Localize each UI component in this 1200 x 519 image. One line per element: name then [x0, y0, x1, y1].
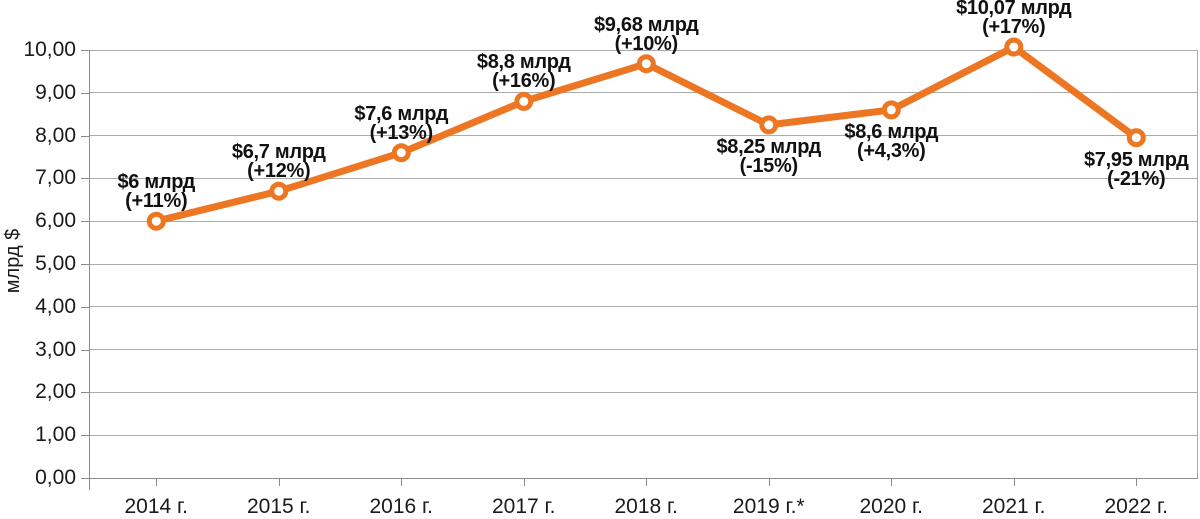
gridline	[89, 391, 1197, 393]
x-axis-tick	[523, 478, 525, 486]
gridline	[89, 306, 1197, 308]
data-point-marker-2016 г.	[391, 143, 411, 163]
point-label-line: (+12%)	[247, 160, 311, 183]
data-point-marker-2022 г.	[1126, 128, 1146, 148]
point-label-2015 г.: $6,7 млрд (+12%)	[169, 141, 389, 183]
x-axis-tick	[891, 478, 893, 486]
point-label-line: (+4,3%)	[857, 139, 926, 162]
x-axis-tick-label: 2022 г.	[1104, 495, 1168, 518]
y-axis-tick	[81, 135, 89, 137]
x-axis-tick-label: 2021 г.	[982, 495, 1046, 518]
y-axis-tick	[81, 392, 89, 394]
point-label-line: (-15%)	[739, 154, 799, 177]
y-axis-tick-label: 6,00	[35, 209, 76, 233]
y-axis-tick	[81, 349, 89, 351]
x-axis-tick-label: 2015 г.	[247, 495, 311, 518]
point-label-line: $7,95 млрд	[1083, 148, 1189, 171]
y-axis-tick-label: 8,00	[35, 123, 76, 147]
y-axis-tick	[81, 50, 89, 51]
x-axis-tick	[1136, 478, 1138, 486]
plot-right-border	[1197, 50, 1198, 478]
x-axis-tick-label: 2020 г.	[859, 495, 923, 518]
point-label-2014 г.: $6 млрд (+11%)	[46, 171, 266, 213]
x-axis-tick	[156, 478, 158, 486]
gridline	[89, 177, 1197, 179]
point-label-line: (+16%)	[492, 70, 556, 93]
y-axis-line	[89, 50, 90, 490]
x-axis-tick	[1013, 478, 1015, 486]
y-axis-tick-label: 7,00	[35, 166, 76, 190]
point-label-2017 г.: $8,8 млрд (+16%)	[414, 51, 634, 93]
y-axis-tick	[81, 178, 89, 180]
x-axis-tick	[768, 478, 770, 486]
point-label-line: (-21%)	[1107, 167, 1166, 190]
gridline	[89, 135, 1197, 137]
point-label-line: $6,7 млрд	[231, 141, 326, 164]
point-label-2019 г.*: $8,25 млрд (-15%)	[659, 135, 879, 177]
y-axis-tick	[81, 306, 89, 308]
x-axis-tick	[401, 478, 403, 486]
x-axis-tick	[646, 478, 648, 486]
y-axis-tick-label: 1,00	[35, 423, 76, 447]
point-label-2021 г.: $10,07 млрд (+17%)	[904, 0, 1124, 37]
data-point-marker-2018 г.	[636, 54, 656, 74]
y-axis-tick-label: 0,00	[35, 466, 76, 489]
y-axis-tick	[81, 221, 89, 223]
y-axis-tick-label: 4,00	[35, 294, 76, 318]
point-label-2020 г.: $8,6 млрд (+4,3%)	[781, 120, 1001, 162]
point-label-2018 г.: $9,68 млрд (+10%)	[536, 13, 756, 55]
x-axis-tick-label: 2019 г.*	[732, 495, 805, 518]
point-label-2016 г.: $7,6 млрд (+13%)	[291, 102, 511, 144]
point-label-line: (+13%)	[369, 121, 434, 144]
y-axis-tick-label: 3,00	[35, 337, 76, 361]
y-axis-tick	[81, 435, 89, 437]
point-label-line: $6 млрд	[117, 171, 196, 194]
gridline	[89, 263, 1197, 265]
point-label-line: $7,6 млрд	[354, 102, 449, 125]
gridline	[89, 434, 1197, 436]
data-point-marker-2017 г.	[514, 91, 534, 111]
point-label-line: (+10%)	[614, 32, 679, 55]
x-axis-tick	[278, 478, 280, 486]
x-axis-tick-label: 2018 г.	[614, 495, 678, 518]
y-axis-tick-label: 9,00	[35, 80, 76, 104]
gridline	[89, 92, 1197, 94]
y-axis-tick	[81, 478, 89, 479]
point-label-line: $8,8 млрд	[476, 51, 571, 74]
point-label-2022 г.: $7,95 млрд (-21%)	[1026, 148, 1200, 190]
point-label-line: (+17%)	[982, 16, 1046, 39]
gridline	[89, 49, 1197, 51]
point-label-line: $10,07 млрд	[956, 0, 1072, 20]
data-point-marker-2014 г.	[146, 211, 166, 231]
y-axis-tick-label: 5,00	[35, 252, 76, 275]
gridline	[89, 220, 1197, 222]
y-axis-tick-label: 2,00	[35, 380, 76, 404]
y-axis-tick	[81, 92, 89, 94]
x-axis-tick-label: 2014 г.	[124, 495, 188, 518]
point-label-line: $9,68 млрд	[593, 13, 699, 36]
point-label-line: $8,6 млрд	[844, 120, 939, 143]
data-point-marker-2021 г.	[1004, 37, 1024, 57]
data-point-marker-2015 г.	[269, 181, 289, 201]
x-axis-line	[81, 477, 1198, 479]
y-axis-tick	[81, 264, 89, 265]
x-axis-tick-label: 2016 г.	[369, 495, 433, 518]
x-axis-tick-label: 2017 г.	[492, 495, 556, 518]
data-point-marker-2020 г.	[881, 100, 901, 120]
data-point-marker-2019 г.*	[759, 115, 779, 135]
point-label-line: (+11%)	[125, 190, 188, 213]
point-label-line: $8,25 млрд	[716, 135, 822, 158]
gridline	[89, 349, 1197, 351]
y-axis-tick-label: 10,00	[23, 38, 76, 61]
